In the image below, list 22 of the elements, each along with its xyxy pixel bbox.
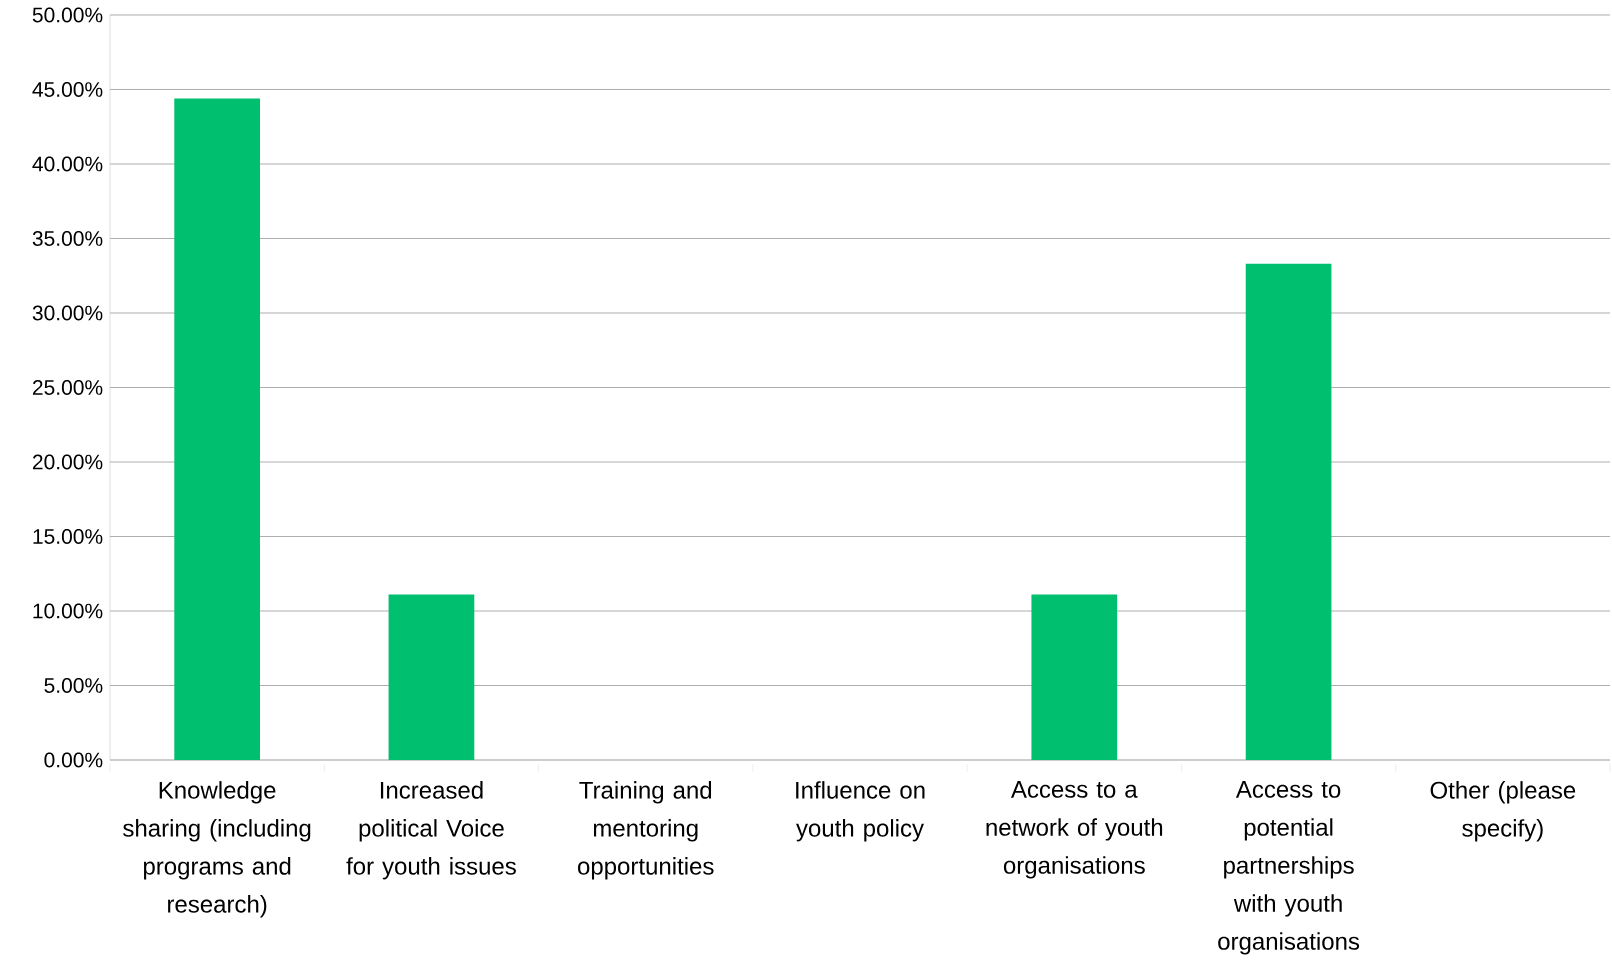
y-tick-label: 25.00% [32,380,103,395]
x-tick-label: Increased political Voice for youth issues [346,781,516,880]
y-tick-label: 50.00% [32,7,103,23]
bar [388,594,475,760]
x-tick-label: Other (please specify) [1430,781,1576,842]
y-tick-label: 30.00% [32,305,103,321]
y-tick-label: 5.00% [44,678,103,693]
x-tick-label: Access to a network of youth organisations [986,781,1163,879]
y-tick-label: 15.00% [33,529,103,544]
x-tick-label: Access to potential partnerships with youth organisations [1218,781,1360,955]
y-tick-label: 10.00% [33,603,103,619]
bar [1031,594,1118,760]
bar [1245,263,1332,760]
y-tick-label: 45.00% [32,82,103,97]
y-tick-label: 40.00% [32,156,103,172]
x-tick-label: Training and mentoring opportunities [578,781,714,880]
y-tick-label: 20.00% [32,454,103,470]
y-tick-label: 0.00% [44,752,103,768]
y-tick-label: 35.00% [32,231,103,246]
bar [174,98,260,760]
x-tick-label: Influence on youth policy [796,781,925,842]
x-tick-label: Knowledge sharing (including programs and research) [123,781,311,918]
